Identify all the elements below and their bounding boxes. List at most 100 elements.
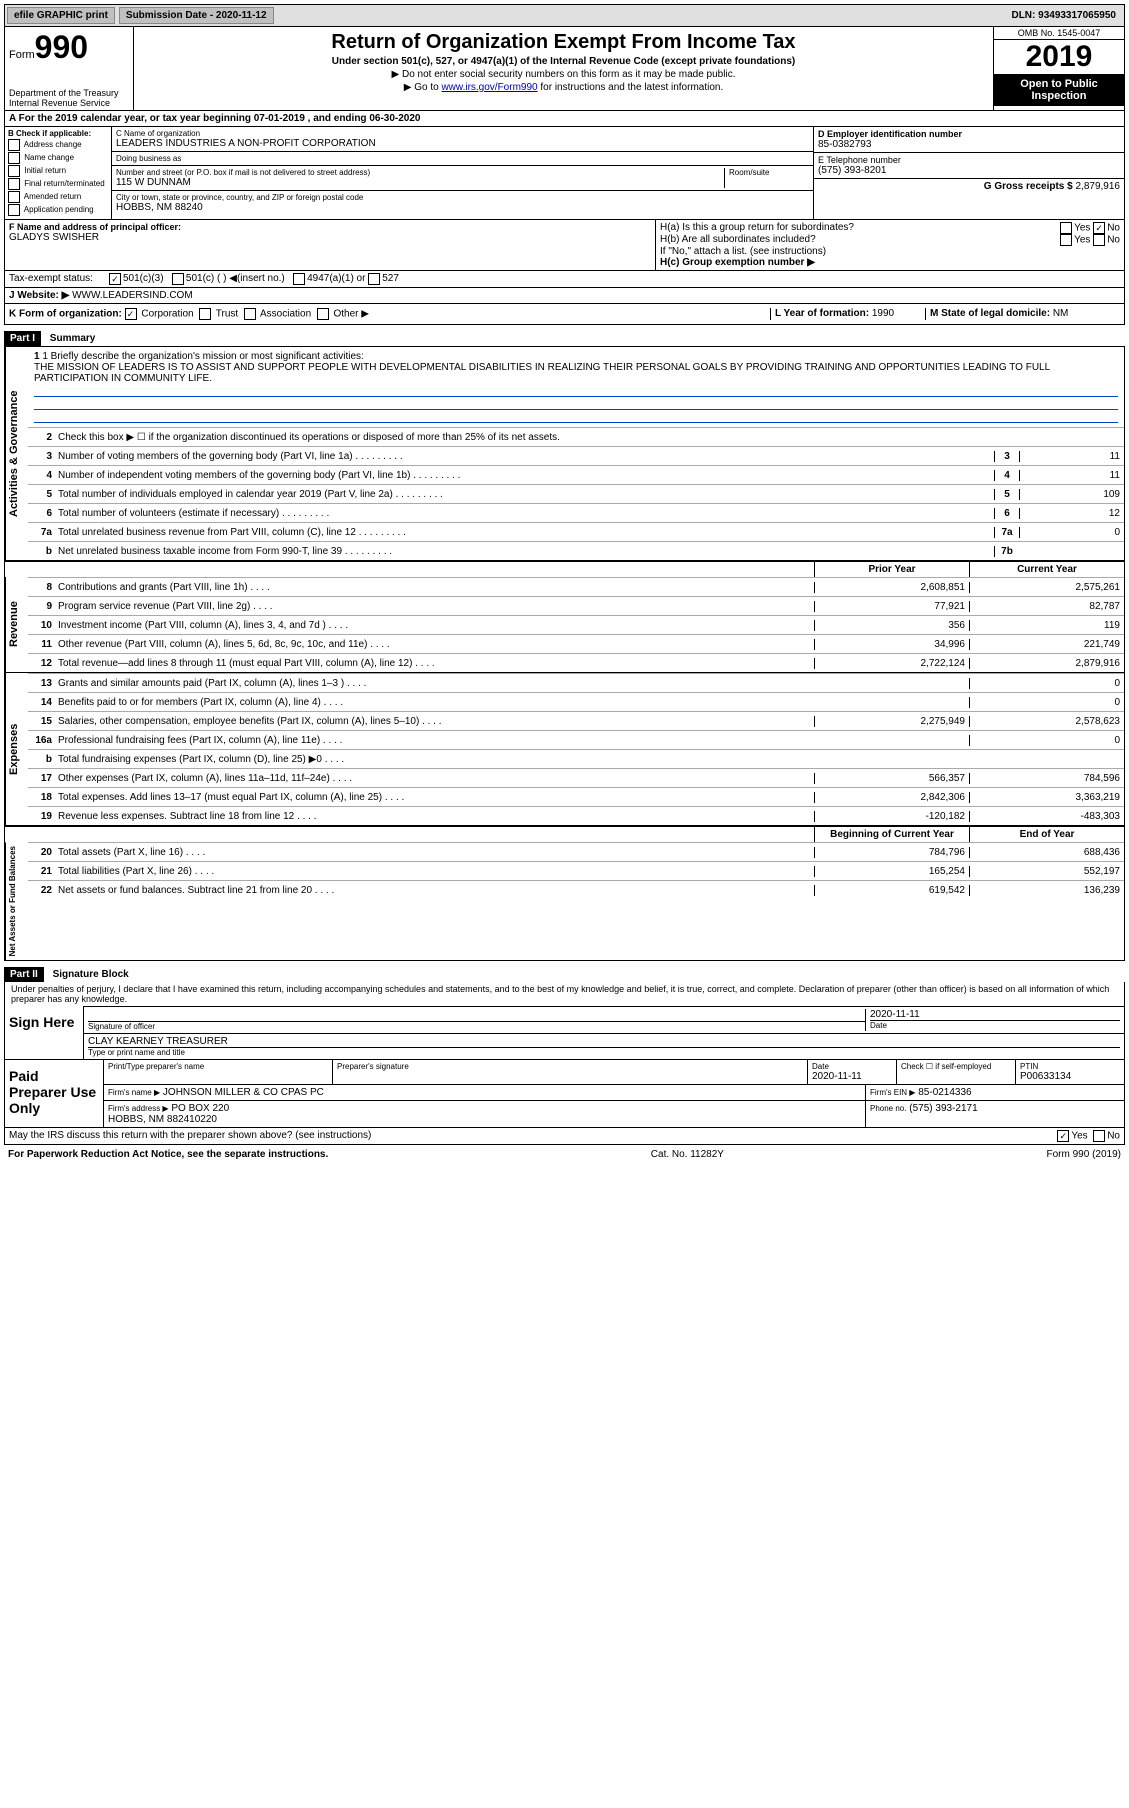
fin-line-20: 20Total assets (Part X, line 16) . . . .… bbox=[28, 842, 1124, 861]
officer-name: GLADYS SWISHER bbox=[9, 232, 651, 243]
prep-sig-lbl: Preparer's signature bbox=[333, 1060, 808, 1084]
trust-checkbox[interactable] bbox=[199, 308, 211, 320]
fin-line-22: 22Net assets or fund balances. Subtract … bbox=[28, 880, 1124, 899]
ha-yes: Yes bbox=[1074, 223, 1090, 234]
4947-checkbox[interactable] bbox=[293, 273, 305, 285]
header-center: Return of Organization Exempt From Incom… bbox=[134, 27, 994, 110]
ag-num: 6 bbox=[28, 508, 56, 519]
fin-num: 17 bbox=[28, 773, 56, 784]
fin-py: 619,542 bbox=[814, 885, 969, 896]
firm-ein: 85-0214336 bbox=[918, 1087, 971, 1098]
fin-num: 10 bbox=[28, 620, 56, 631]
revenue-label: Revenue bbox=[5, 577, 28, 672]
expenses-label: Expenses bbox=[5, 673, 28, 825]
ag-box-num: 7b bbox=[994, 546, 1019, 557]
ag-box-num: 3 bbox=[994, 451, 1019, 462]
501c3-checkbox[interactable]: ✓ bbox=[109, 273, 121, 285]
fin-py: 2,722,124 bbox=[814, 658, 969, 669]
discuss-text: May the IRS discuss this return with the… bbox=[9, 1130, 371, 1142]
b-checkbox-3[interactable] bbox=[8, 178, 20, 190]
fin-desc: Program service revenue (Part VIII, line… bbox=[56, 601, 814, 612]
fin-desc: Revenue less expenses. Subtract line 18 … bbox=[56, 811, 814, 822]
501c: 501(c) ( ) ◀(insert no.) bbox=[186, 273, 285, 285]
fin-desc: Investment income (Part VIII, column (A)… bbox=[56, 620, 814, 631]
dln-label: DLN: 93493317065950 bbox=[1011, 10, 1122, 21]
b-checkbox-0[interactable] bbox=[8, 139, 20, 151]
fin-num: b bbox=[28, 754, 56, 765]
b-option-1: Name change bbox=[8, 152, 108, 164]
org-name: LEADERS INDUSTRIES A NON-PROFIT CORPORAT… bbox=[116, 138, 809, 149]
b-checkbox-4[interactable] bbox=[8, 191, 20, 203]
printed-name: CLAY KEARNEY TREASURER bbox=[88, 1036, 1120, 1047]
ag-box-val: 12 bbox=[1019, 508, 1124, 519]
l-val: 1990 bbox=[872, 308, 894, 319]
fin-desc: Total assets (Part X, line 16) . . . . bbox=[56, 847, 814, 858]
b-checkbox-1[interactable] bbox=[8, 152, 20, 164]
activities-governance: Activities & Governance 1 1 Briefly desc… bbox=[5, 347, 1124, 561]
d-ein-lbl: D Employer identification number bbox=[818, 129, 1120, 139]
efile-button[interactable]: efile GRAPHIC print bbox=[7, 7, 115, 24]
declaration-text: Under penalties of perjury, I declare th… bbox=[5, 982, 1124, 1006]
501c-checkbox[interactable] bbox=[172, 273, 184, 285]
instructions-link[interactable]: www.irs.gov/Form990 bbox=[441, 82, 537, 93]
g-gross-lbl: G Gross receipts $ bbox=[984, 181, 1073, 192]
b-checkbox-2[interactable] bbox=[8, 165, 20, 177]
ag-desc: Total number of individuals employed in … bbox=[56, 489, 994, 500]
ag-num: b bbox=[28, 546, 56, 557]
fin-py: 784,796 bbox=[814, 847, 969, 858]
ag-box-num: 6 bbox=[994, 508, 1019, 519]
phone-val: (575) 393-2171 bbox=[909, 1103, 977, 1114]
form-header: Form990 Department of the Treasury Inter… bbox=[4, 27, 1125, 111]
row-f-h: F Name and address of principal officer:… bbox=[4, 220, 1125, 271]
website-row: J Website: ▶ WWW.LEADERSIND.COM bbox=[4, 288, 1125, 304]
hb-no-checkbox[interactable] bbox=[1093, 234, 1105, 246]
prior-year-header: Prior Year bbox=[814, 562, 969, 577]
tax-exempt-lbl: Tax-exempt status: bbox=[9, 273, 109, 285]
fin-desc: Total liabilities (Part X, line 26) . . … bbox=[56, 866, 814, 877]
dba-lbl: Doing business as bbox=[116, 154, 809, 163]
date-lbl: Date bbox=[870, 1020, 1120, 1030]
form-number: 990 bbox=[35, 29, 88, 65]
527: 527 bbox=[382, 273, 399, 285]
fin-num: 22 bbox=[28, 885, 56, 896]
fin-line-8: 8Contributions and grants (Part VIII, li… bbox=[28, 577, 1124, 596]
website-lbl: J Website: ▶ bbox=[9, 290, 69, 301]
b-option-2: Initial return bbox=[8, 165, 108, 177]
current-year-header: Current Year bbox=[969, 562, 1124, 577]
prep-name-lbl: Print/Type preparer's name bbox=[104, 1060, 333, 1084]
fin-line-11: 11Other revenue (Part VIII, column (A), … bbox=[28, 634, 1124, 653]
phone-lbl: Phone no. bbox=[870, 1104, 906, 1113]
fin-cy: 688,436 bbox=[969, 847, 1124, 858]
tax-year: 2019 bbox=[994, 40, 1124, 74]
discuss-no-checkbox[interactable] bbox=[1093, 1130, 1105, 1142]
fin-cy: 2,575,261 bbox=[969, 582, 1124, 593]
line2-desc: Check this box ▶ ☐ if the organization d… bbox=[56, 432, 1124, 443]
ag-line-4: 4Number of independent voting members of… bbox=[28, 465, 1124, 484]
fin-desc: Benefits paid to or for members (Part IX… bbox=[56, 697, 814, 708]
part1-header: Part I bbox=[4, 331, 41, 346]
sign-here-label: Sign Here bbox=[5, 1006, 84, 1059]
fin-line-9: 9Program service revenue (Part VIII, lin… bbox=[28, 596, 1124, 615]
corp-checkbox[interactable]: ✓ bbox=[125, 308, 137, 320]
fin-line-17: 17Other expenses (Part IX, column (A), l… bbox=[28, 768, 1124, 787]
submission-date-button[interactable]: Submission Date - 2020-11-12 bbox=[119, 7, 274, 24]
hb-yes: Yes bbox=[1074, 235, 1090, 246]
b-checkbox-5[interactable] bbox=[8, 204, 20, 216]
row-k-l-m: K Form of organization: ✓ Corporation Tr… bbox=[4, 304, 1125, 325]
fin-cy: 0 bbox=[969, 735, 1124, 746]
527-checkbox[interactable] bbox=[368, 273, 380, 285]
fin-num: 16a bbox=[28, 735, 56, 746]
fin-py: 2,275,949 bbox=[814, 716, 969, 727]
assoc-checkbox[interactable] bbox=[244, 308, 256, 320]
dept-label: Department of the Treasury Internal Reve… bbox=[9, 88, 129, 108]
part2-header-row: Part II Signature Block bbox=[4, 961, 1125, 982]
other-checkbox[interactable] bbox=[317, 308, 329, 320]
hb-yes-checkbox[interactable] bbox=[1060, 234, 1072, 246]
discuss-yes-checkbox[interactable]: ✓ bbox=[1057, 1130, 1069, 1142]
net-assets-section: Net Assets or Fund Balances 20Total asse… bbox=[5, 842, 1124, 960]
ha-no-checkbox[interactable]: ✓ bbox=[1093, 222, 1105, 234]
fin-desc: Contributions and grants (Part VIII, lin… bbox=[56, 582, 814, 593]
ag-num: 3 bbox=[28, 451, 56, 462]
fin-cy: 552,197 bbox=[969, 866, 1124, 877]
ha-yes-checkbox[interactable] bbox=[1060, 222, 1072, 234]
